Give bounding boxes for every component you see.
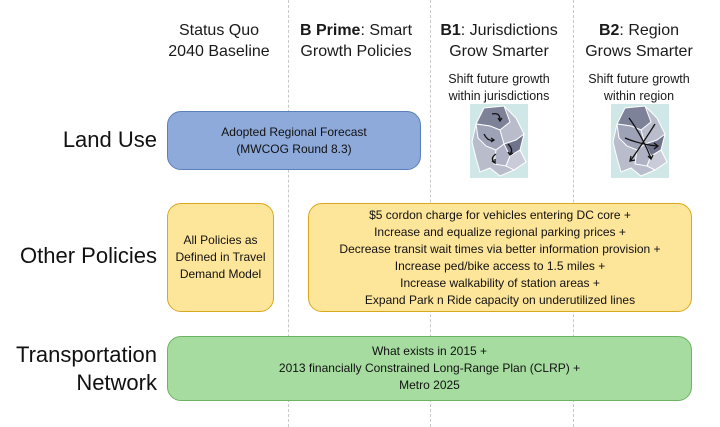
status-quo-policies-box: All Policies as Defined in Travel Demand… [167,203,274,312]
column-header-b1: B1: Jurisdictions Grow Smarter [424,20,574,62]
column-header-title: : Jurisdictions [460,22,558,39]
column-header-title: Status Quo [178,22,260,39]
policy-line-5: Increase walkability of station areas + [400,275,600,290]
column-header-b-prime: B Prime: Smart Growth Policies [281,20,431,62]
b2-caption-line-1: Shift future growth [588,72,690,86]
status-quo-policies-line-3: Demand Model [179,267,262,281]
row-label-transportation-line-1: Transportation [15,342,157,367]
column-header-bold: B1 [440,22,461,39]
policy-line-3: Decrease transit wait times via better i… [339,241,661,256]
transportation-network-box: What exists in 2015 + 2013 financially C… [167,336,692,401]
b2-caption: Shift future growth within region [564,71,714,105]
land-use-box: Adopted Regional Forecast (MWCOG Round 8… [167,111,421,170]
jurisdiction-growth-map-icon [470,104,528,178]
policy-line-4: Increase ped/bike access to 1.5 miles + [394,258,606,273]
b1-caption-line-1: Shift future growth [448,72,550,86]
column-header-b2: B2: Region Grows Smarter [564,20,714,62]
column-header-bold: B Prime [299,22,361,39]
b1-caption: Shift future growth within jurisdictions [424,71,574,105]
column-divider-1 [288,0,289,427]
column-header-title: : Region [619,22,680,39]
policy-line-1: $5 cordon charge for vehicles entering D… [369,207,631,222]
b1-caption-line-2: within jurisdictions [448,89,550,103]
region-growth-map-icon [611,104,669,178]
land-use-box-line-1: Adopted Regional Forecast [221,124,367,139]
row-label-transportation-line-2: Network [76,370,157,395]
row-label-transportation-network: Transportation Network [16,341,157,397]
column-header-subtitle: 2040 Baseline [168,43,270,60]
row-label-land-use: Land Use [62,127,157,152]
column-header-subtitle: Growth Policies [300,43,412,60]
policy-line-6: Expand Park n Ride capacity on underutil… [364,292,636,307]
column-header-subtitle: Grows Smarter [585,43,693,60]
column-header-bold: B2 [598,22,620,39]
policy-line-2: Increase and equalize regional parking p… [374,224,626,239]
b2-caption-line-2: within region [603,89,675,103]
land-use-box-line-2: (MWCOG Round 8.3) [236,141,352,156]
network-line-1: What exists in 2015 + [371,344,488,358]
row-label-other-policies: Other Policies [20,243,157,268]
smart-growth-policies-box: $5 cordon charge for vehicles entering D… [308,203,692,312]
status-quo-policies-line-2: Defined in Travel [175,250,266,264]
column-header-status-quo: Status Quo 2040 Baseline [144,20,294,62]
column-header-subtitle: Grow Smarter [449,43,549,60]
network-line-3: Metro 2025 [399,378,460,392]
status-quo-policies-line-1: All Policies as [183,233,258,247]
column-header-title: : Smart [360,22,413,39]
network-line-2: 2013 financially Constrained Long-Range … [278,361,581,375]
